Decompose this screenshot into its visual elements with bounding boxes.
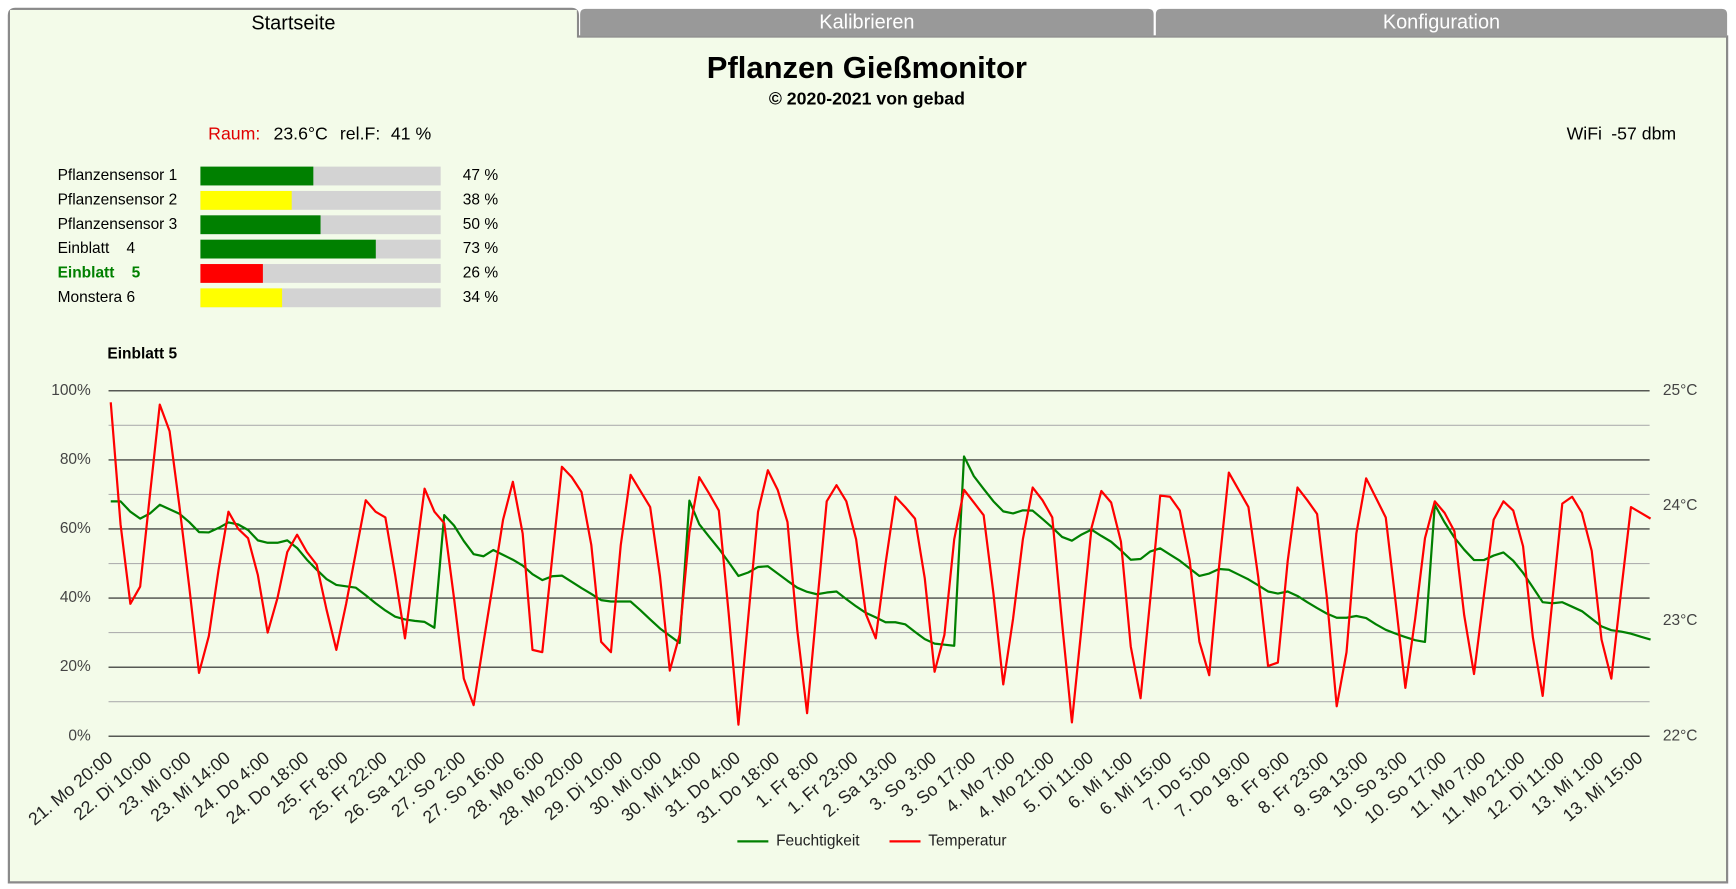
wifi-value: -57 dbm bbox=[1611, 124, 1676, 144]
series-line bbox=[109, 402, 1652, 726]
sensor-name[interactable]: Pflanzensensor 2 bbox=[58, 191, 178, 208]
page-subtitle: © 2020-2021 von gebad bbox=[769, 88, 965, 108]
sensor-bar bbox=[200, 239, 376, 259]
room-humidity: 41 % bbox=[391, 124, 432, 144]
y-tick-label: 60% bbox=[60, 520, 91, 537]
tab-active[interactable] bbox=[9, 9, 577, 38]
y-tick-label: 20% bbox=[60, 658, 91, 675]
y-tick-label: 100% bbox=[51, 382, 91, 399]
sensor-bar bbox=[200, 166, 314, 186]
room-temperature: 23.6°C bbox=[273, 124, 328, 144]
sensor-name[interactable]: Pflanzensensor 3 bbox=[58, 216, 178, 233]
legend-label: Temperatur bbox=[928, 832, 1006, 849]
tab-label[interactable]: Konfiguration bbox=[1383, 12, 1500, 34]
sensor-value: 73 % bbox=[463, 240, 499, 257]
tab[interactable] bbox=[1155, 8, 1728, 37]
y2-tick-label: 24°C bbox=[1663, 497, 1698, 514]
wifi-label: WiFi bbox=[1567, 124, 1602, 144]
tab[interactable] bbox=[580, 8, 1154, 37]
sensor-value: 50 % bbox=[463, 216, 499, 233]
y-tick-label: 40% bbox=[60, 589, 91, 606]
sensor-bar bbox=[200, 264, 263, 283]
room-label: Raum: bbox=[208, 124, 260, 144]
content-frame bbox=[7, 7, 1729, 884]
tab-label[interactable]: Startseite bbox=[251, 13, 335, 35]
legend-label: Feuchtigkeit bbox=[776, 832, 860, 849]
sensor-bar bbox=[200, 190, 292, 210]
y2-tick-label: 22°C bbox=[1663, 727, 1698, 744]
page-title: Pflanzen Gießmonitor bbox=[707, 50, 1027, 85]
sensor-name[interactable]: Einblatt 4 bbox=[58, 240, 136, 257]
y-tick-label: 0% bbox=[68, 727, 91, 744]
humidity-label: rel.F: bbox=[340, 124, 380, 144]
sensor-value: 47 % bbox=[463, 167, 499, 184]
chart-title: Einblatt 5 bbox=[107, 345, 177, 362]
y2-tick-label: 23°C bbox=[1663, 612, 1698, 629]
sensor-value: 38 % bbox=[463, 191, 499, 208]
sensor-name[interactable]: Einblatt 5 bbox=[58, 265, 141, 282]
y-tick-label: 80% bbox=[60, 451, 91, 468]
sensor-value: 34 % bbox=[463, 289, 499, 306]
y2-tick-label: 25°C bbox=[1663, 382, 1698, 399]
sensor-bar bbox=[200, 288, 283, 308]
sensor-value: 26 % bbox=[463, 265, 499, 282]
sensor-name[interactable]: Pflanzensensor 1 bbox=[58, 167, 178, 184]
sensor-bar bbox=[200, 215, 321, 235]
sensor-name[interactable]: Monstera 6 bbox=[58, 289, 135, 306]
tab-label[interactable]: Kalibrieren bbox=[819, 12, 914, 34]
series-line bbox=[110, 455, 1651, 647]
